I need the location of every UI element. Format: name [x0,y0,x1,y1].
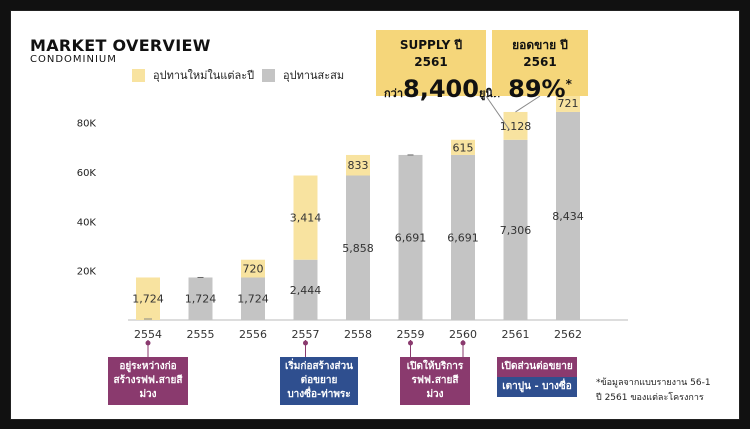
bar-new-supply [241,259,265,278]
event-tag-2557: เริ่มก่อสร้างส่วนต่อขยายบางซื่อ-ท่าพระ [280,357,358,405]
x-tick-label: 2559 [397,328,425,341]
bar-new-supply [451,139,475,155]
bar-new-supply [346,154,370,176]
bar-cumulative-label: 6,691 [447,231,479,244]
legend-cum-swatch [262,68,275,82]
slide-frame [10,10,740,420]
legend-new-swatch [132,68,145,82]
bar-new-label: 833 [348,159,369,172]
y-tick-label: 20K [77,267,97,278]
bar-cumulative [398,154,423,320]
event-connector-dot [408,340,413,346]
bar-new-supply [136,277,160,320]
callout-supply-figure: กว่า8,400ยูนิต [384,75,500,103]
x-tick-label: 2561 [502,328,530,341]
event-tag-2560: เปิดส่วนต่อขยาย เตาปูน - บางซื่อ [497,357,577,397]
callout-sales-figure: 89%* [500,75,580,103]
callout-sales-mark: * [565,77,572,91]
callout-sales: ยอดขาย ปี 2561 89%* [492,30,588,103]
callout-supply-value: 8,400 [403,75,479,103]
bar-cumulative [346,175,370,320]
callout-sales-title: ยอดขาย ปี 2561 [512,38,568,69]
chart-subtitle: CONDOMINIUM [30,54,117,65]
event-tag-2559: เปิดให้บริการรฟฟ.สายสีม่วง [400,357,470,405]
bar-cumulative [293,259,318,320]
chart-title: MARKET OVERVIEW [30,36,211,55]
x-tick-label: 2554 [134,328,162,341]
bar-cumulative-label: 8,434 [552,210,584,223]
bar-cumulative-label: 7,306 [500,224,532,237]
callout-pointer [515,95,541,113]
bar-new-label: 720 [243,263,264,276]
bar-cumulative [503,139,528,320]
bar-new-supply [556,94,580,112]
bar-new-label: 3,414 [290,212,322,225]
event-tag-2554: อยู่ระหว่างก่อสร้างรฟฟ.สายสีม่วง [108,357,188,405]
legend-cum-label: อุปทานสะสม [283,69,345,82]
bar-new-label: 615 [453,141,474,154]
y-tick-label: 60K [77,168,97,179]
x-tick-label: 2555 [187,328,215,341]
callout-supply-prefix: กว่า [384,87,404,100]
x-tick-label: 2562 [554,328,582,341]
callout-pointer [485,95,510,131]
event-connector-dot [303,340,308,346]
legend-cumulative: อุปทานสะสม [262,66,344,84]
bar-cumulative [556,111,580,320]
x-tick-label: 2557 [292,328,320,341]
event-connector-dot [145,340,151,346]
callout-sales-value: 89% [508,75,566,103]
event-connector-dot [460,340,466,346]
footnote: *ข้อมูลจากแบบรายงาน 56-1 ปี 2561 ของแต่ล… [596,378,711,403]
bar-cumulative [188,277,213,320]
x-tick-label: 2558 [344,328,372,341]
bar-cumulative-label: 6,691 [395,231,427,244]
bar-cumulative-label: 5,858 [342,242,374,255]
event-tag-2560-bottom: เตาปูน - บางซื่อ [497,377,577,397]
bar-new-label: 1,724 [132,293,164,306]
event-tag-2560-top: เปิดส่วนต่อขยาย [497,357,577,377]
bar-cumulative-label: 1,724 [237,293,269,306]
bar-cumulative [451,154,475,320]
bar-cumulative-label: 1,724 [185,293,217,306]
bar-cumulative [241,277,265,320]
callout-supply-title: SUPPLY ปี 2561 [399,38,463,69]
bar-new-label: 721 [558,97,579,110]
bar-new-supply [293,175,318,260]
x-tick-label: 2556 [239,328,267,341]
y-tick-label: 80K [77,119,97,130]
callout-supply: SUPPLY ปี 2561 กว่า8,400ยูนิต [376,30,500,103]
bar-new-label: 1,128 [500,120,532,133]
bar-cumulative-label: 2,444 [290,284,322,297]
legend-new-supply: อุปทานใหม่ในแต่ละปี [132,66,254,84]
legend-new-label: อุปทานใหม่ในแต่ละปี [153,69,255,82]
y-tick-label: 40K [77,217,97,228]
x-tick-label: 2560 [449,328,477,341]
bar-new-supply [503,111,528,140]
